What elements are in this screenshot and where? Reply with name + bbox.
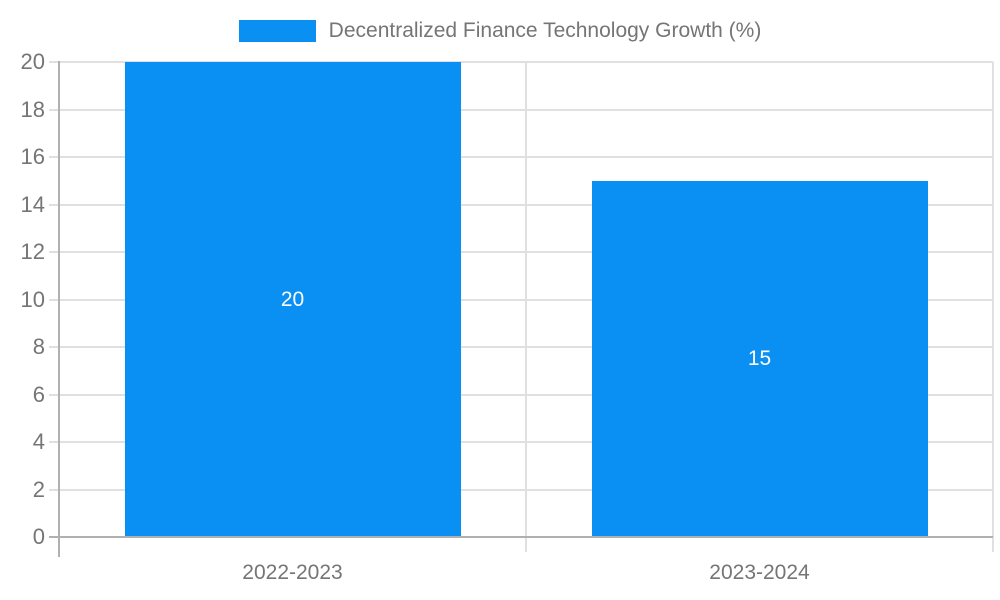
y-tick-label: 4 xyxy=(32,429,45,454)
y-tick-label: 18 xyxy=(20,96,45,122)
y-tick-label: 20 xyxy=(20,49,45,74)
legend-label: Decentralized Finance Technology Growth … xyxy=(328,19,762,42)
bar xyxy=(124,62,461,537)
y-tick-label: 12 xyxy=(20,239,45,264)
plot-right-border xyxy=(992,62,994,552)
y-axis-line xyxy=(58,61,60,557)
gridline-y xyxy=(49,346,993,348)
category-divider xyxy=(525,62,527,552)
gridline-y xyxy=(49,61,993,63)
bar xyxy=(591,180,928,537)
x-axis-label: 2022-2023 xyxy=(242,561,343,584)
y-tick-label: 14 xyxy=(20,191,45,217)
gridline-y xyxy=(49,108,993,111)
gridline-y xyxy=(49,441,993,443)
gridline-y xyxy=(49,393,993,396)
bar-value-label: 20 xyxy=(280,287,305,311)
bar-value-label: 15 xyxy=(747,346,772,370)
y-tick-label: 6 xyxy=(32,381,45,407)
gridline-y xyxy=(49,298,993,301)
gridline-y xyxy=(49,156,993,158)
x-axis-label: 2023-2024 xyxy=(709,561,810,584)
gridline-y xyxy=(49,488,993,491)
legend: Decentralized Finance Technology Growth … xyxy=(0,17,1000,45)
y-tick-label: 0 xyxy=(32,524,45,549)
y-tick-label: 8 xyxy=(32,334,45,359)
x-axis-line xyxy=(49,536,993,538)
y-tick-label: 16 xyxy=(20,144,45,169)
gridline-y xyxy=(49,203,993,206)
legend-swatch xyxy=(238,20,316,42)
y-tick-label: 10 xyxy=(20,286,45,312)
y-tick-label: 2 xyxy=(32,476,45,502)
gridline-y xyxy=(49,251,993,253)
